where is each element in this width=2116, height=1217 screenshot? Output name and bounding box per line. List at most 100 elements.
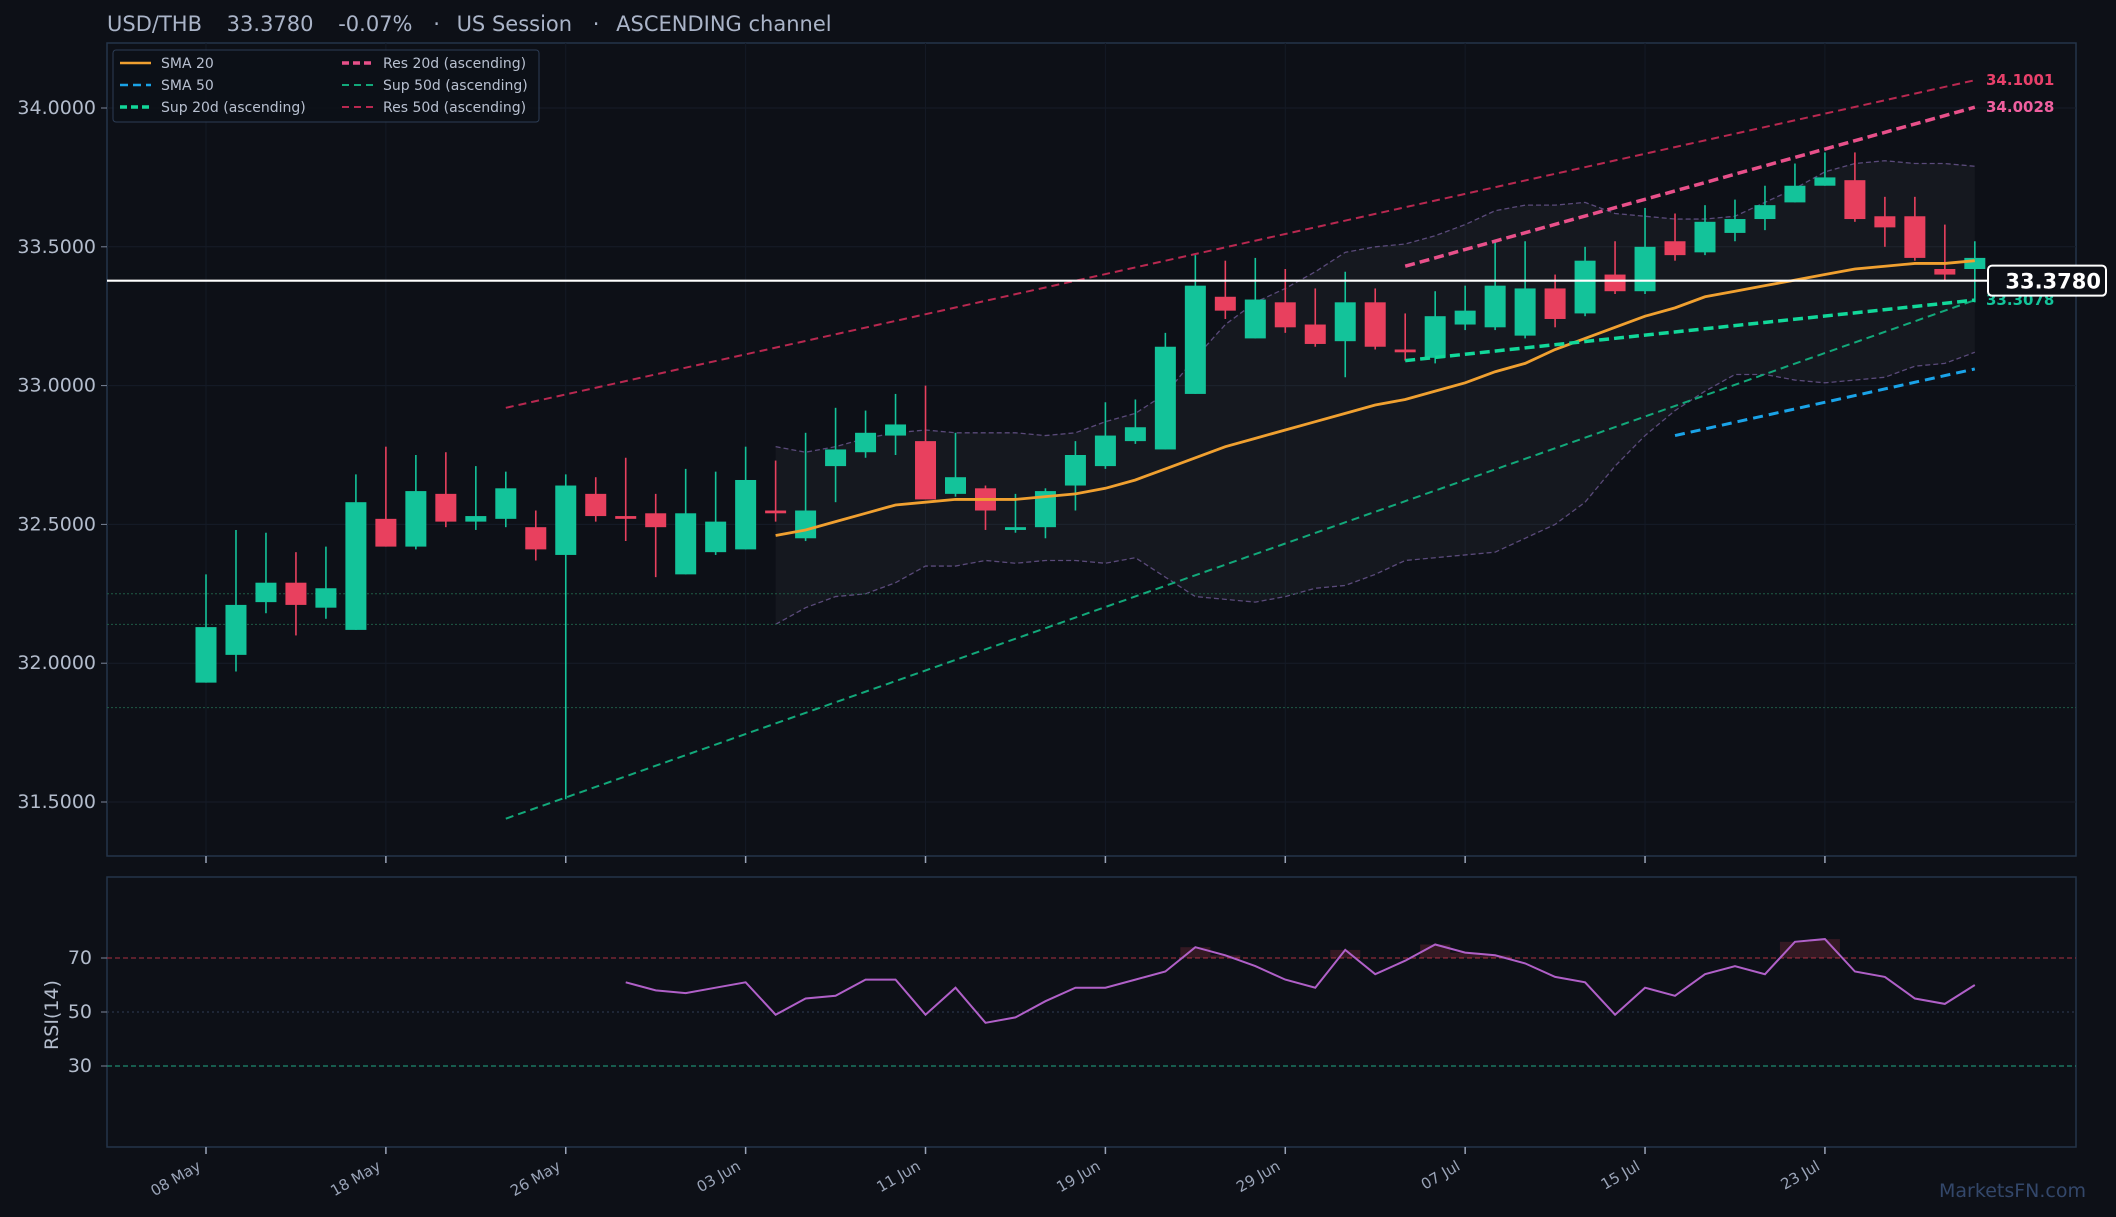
candle-body bbox=[1544, 288, 1566, 319]
candle-body bbox=[1514, 288, 1536, 336]
legend-label-sup20: Sup 20d (ascending) bbox=[161, 100, 306, 116]
header-symbol: USD/THB bbox=[107, 12, 202, 36]
price-panel: 31.5000 32.0000 32.5000 33.0000 33.5000 34.00… bbox=[17, 42, 2107, 857]
bollinger-lower bbox=[775, 351, 1976, 625]
legend-label-sup50: Sup 50d (ascending) bbox=[383, 78, 528, 94]
level-value-label: 34.1001 bbox=[1986, 71, 2054, 89]
price-tick-label: 34.0000 bbox=[17, 97, 96, 119]
candle-body bbox=[1124, 427, 1146, 442]
overlay-lines bbox=[775, 105, 1976, 537]
candle-body bbox=[1724, 219, 1746, 233]
candle-body bbox=[495, 488, 517, 519]
candle-body bbox=[1274, 302, 1296, 328]
candle-body bbox=[435, 493, 457, 522]
candle-body bbox=[195, 627, 217, 683]
current-price-label: 33.3780 bbox=[2005, 270, 2101, 294]
candle-body bbox=[555, 485, 577, 555]
rsi-y-ticks: 30 50 70 bbox=[68, 947, 107, 1077]
candle-body bbox=[1574, 260, 1596, 314]
candle-body bbox=[405, 491, 427, 547]
horizontal-levels bbox=[107, 593, 2076, 709]
header-price: 33.3780 bbox=[227, 12, 314, 36]
price-tick-label: 33.5000 bbox=[17, 236, 96, 258]
candle-body bbox=[615, 516, 637, 519]
sma50-line bbox=[1674, 367, 1976, 438]
candle-body bbox=[1904, 216, 1926, 258]
candle-body bbox=[1034, 491, 1056, 528]
candle-body bbox=[1214, 296, 1236, 311]
candle-body bbox=[1454, 310, 1476, 325]
candle-body bbox=[315, 588, 337, 608]
candle-body bbox=[585, 493, 607, 517]
rsi-tick-label: 70 bbox=[68, 947, 92, 969]
candle-body bbox=[945, 477, 966, 494]
header-change: -0.07% bbox=[338, 12, 412, 36]
candle-body bbox=[645, 513, 667, 528]
rsi-line bbox=[625, 938, 1976, 1024]
candle-body bbox=[1304, 324, 1326, 344]
trendlines bbox=[505, 79, 1976, 820]
candles bbox=[195, 152, 1986, 800]
candle-body bbox=[1784, 185, 1806, 203]
candle-body bbox=[825, 449, 847, 467]
level-value-label: 34.0028 bbox=[1986, 98, 2054, 116]
candle-body bbox=[1874, 216, 1896, 228]
candle-body bbox=[795, 510, 817, 539]
candle-body bbox=[255, 582, 277, 603]
header-channel: ASCENDING channel bbox=[616, 12, 831, 36]
current-price-marker: 33.3780 bbox=[107, 264, 2107, 297]
legend-box bbox=[112, 49, 540, 123]
legend-label-res50: Res 50d (ascending) bbox=[383, 100, 526, 116]
candle-body bbox=[855, 432, 877, 453]
candle-body bbox=[1184, 285, 1206, 394]
candle-body bbox=[1964, 257, 1986, 270]
bollinger-upper bbox=[775, 160, 1975, 453]
rsi-overbought-shade bbox=[1330, 949, 1361, 958]
header-session: US Session bbox=[457, 12, 573, 36]
candle-body bbox=[1484, 285, 1506, 328]
legend-label-sma50: SMA 50 bbox=[161, 78, 214, 94]
candle-body bbox=[915, 441, 937, 500]
res50-trendline bbox=[505, 79, 1976, 409]
candle-body bbox=[1754, 205, 1776, 220]
rsi-panel: 30 50 70 RSI(14) bbox=[41, 876, 2077, 1148]
sup20-trendline bbox=[1405, 298, 1976, 363]
candle-body bbox=[885, 424, 907, 436]
rsi-series-line bbox=[625, 938, 1976, 1024]
candle-body bbox=[1154, 346, 1176, 450]
rsi-grid bbox=[107, 957, 2076, 1067]
candle-body bbox=[735, 479, 757, 550]
candle-body bbox=[1064, 455, 1086, 486]
rsi-overbought-shade bbox=[1480, 955, 1511, 958]
rsi-overbought-shade bbox=[1809, 939, 1840, 958]
header-title: USD/THB 33.3780 -0.07% · US Session · AS… bbox=[107, 12, 832, 36]
candle-body bbox=[1664, 241, 1686, 256]
sma20-line bbox=[775, 259, 1975, 537]
candle-body bbox=[765, 510, 787, 514]
current-price-box bbox=[1987, 264, 2107, 297]
res20-trendline bbox=[1404, 105, 1976, 268]
candle-body bbox=[675, 513, 697, 575]
candle-body bbox=[1004, 527, 1026, 530]
price-panel-frame bbox=[106, 42, 2077, 857]
candle-body bbox=[1424, 316, 1446, 358]
candle-body bbox=[1394, 349, 1416, 353]
rsi-overbought-shade bbox=[1210, 955, 1241, 958]
candle-body bbox=[1244, 299, 1266, 339]
rsi-tick-label: 30 bbox=[68, 1055, 92, 1077]
candle-body bbox=[345, 502, 367, 630]
candle-body bbox=[1094, 435, 1116, 467]
candle-body bbox=[1604, 274, 1626, 292]
watermark: MarketsFN.com bbox=[1939, 1180, 2086, 1202]
candle-body bbox=[525, 527, 547, 550]
candle-body bbox=[705, 521, 727, 553]
legend-label-sma20: SMA 20 bbox=[161, 56, 214, 72]
price-y-ticks: 31.5000 32.0000 32.5000 33.0000 33.5000 34.00… bbox=[17, 97, 107, 813]
legend-label-res20: Res 20d (ascending) bbox=[383, 56, 526, 72]
bollinger-bands bbox=[775, 160, 1976, 625]
candle-body bbox=[1814, 177, 1836, 186]
rsi-overbought-shade bbox=[1450, 952, 1481, 958]
candle-body bbox=[285, 582, 307, 605]
rsi-axis-label: RSI(14) bbox=[41, 980, 63, 1050]
